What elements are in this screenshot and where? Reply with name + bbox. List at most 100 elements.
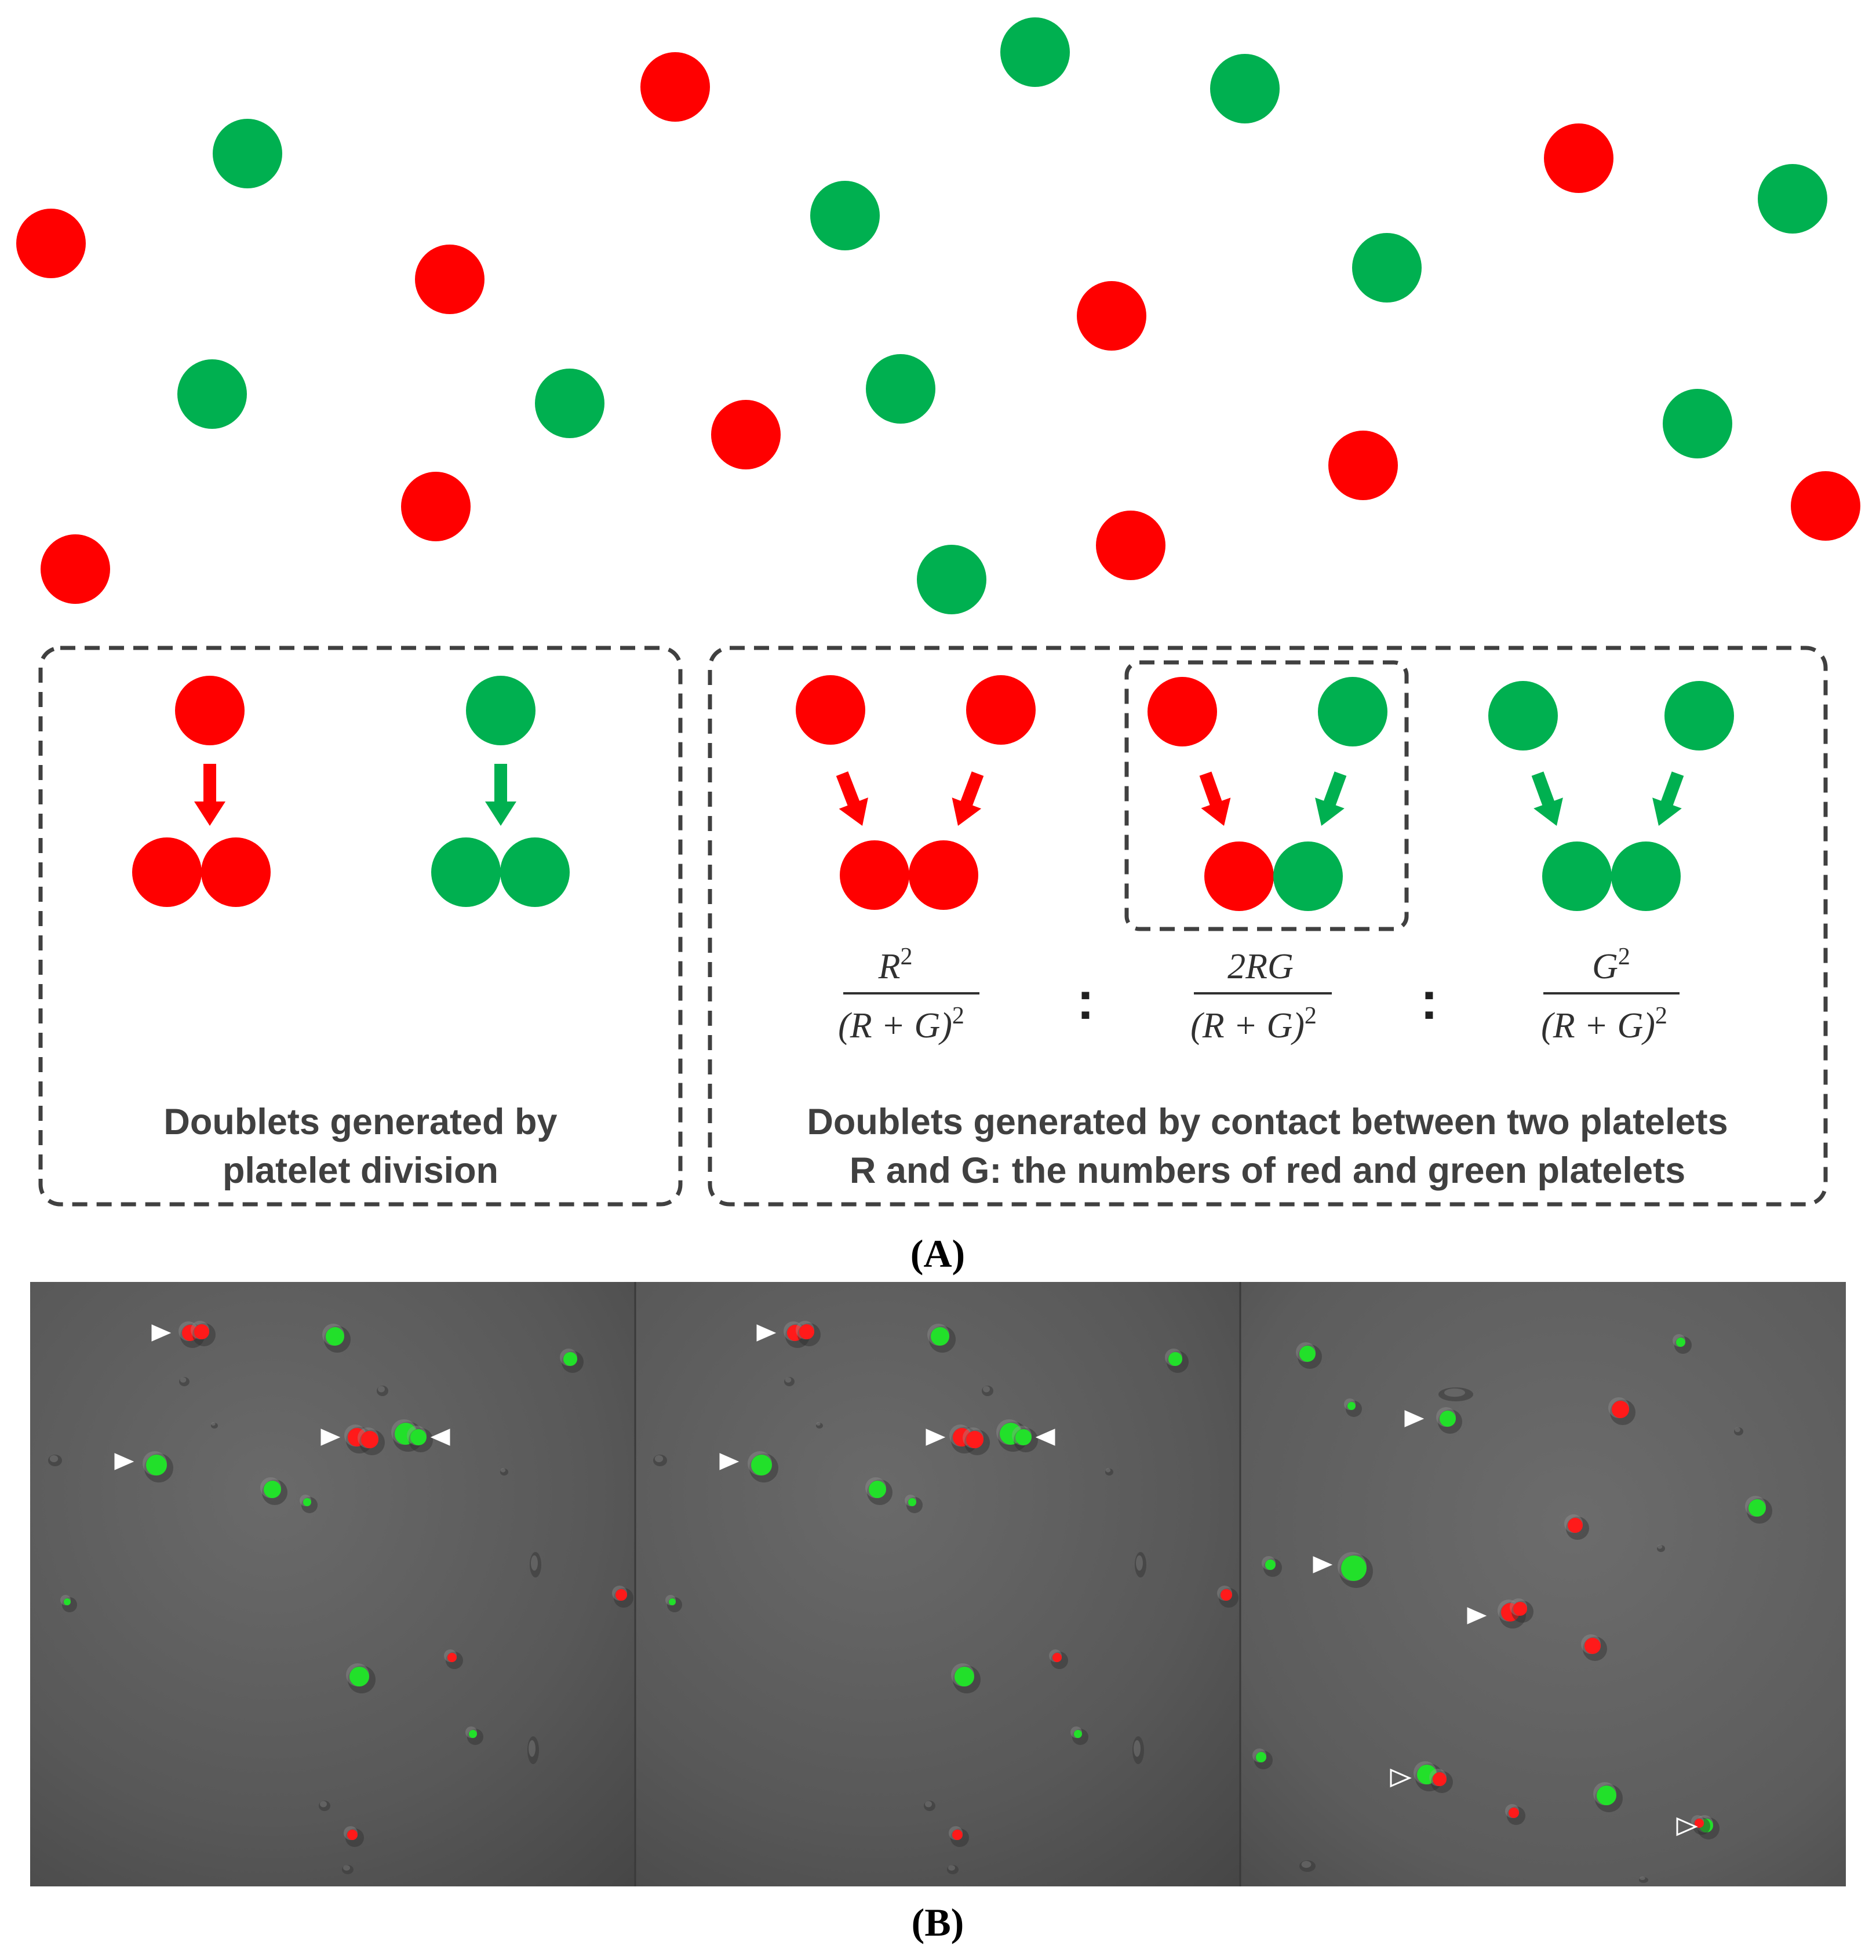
ratio-separator-2: : [1420, 971, 1438, 1030]
green-labeled-platelet [1597, 1786, 1616, 1805]
green-labeled-platelet [1168, 1352, 1182, 1366]
formula-green-green-numerator: G2 [1592, 943, 1630, 986]
debris [1105, 1469, 1113, 1476]
debris [653, 1455, 667, 1466]
green-doublet-platelet [1273, 841, 1343, 911]
debris-highlight [1640, 1877, 1645, 1880]
red-labeled-platelet [361, 1431, 378, 1448]
green-labeled-platelet [410, 1429, 427, 1445]
solid-triangle-arrowhead-icon [430, 1429, 450, 1446]
green-platelet [810, 181, 880, 250]
contact-diagram [796, 675, 1734, 911]
red-platelet [1148, 677, 1217, 746]
debris-highlight [1735, 1427, 1740, 1433]
debris [530, 1552, 541, 1578]
debris [816, 1423, 823, 1429]
solid-triangle-arrowhead-icon [1467, 1607, 1487, 1624]
solid-triangle-arrowhead-icon [1313, 1556, 1333, 1573]
formula-red-red-denominator: (R + G)2 [838, 1003, 964, 1045]
debris [1734, 1427, 1743, 1436]
red-labeled-platelet [447, 1653, 457, 1662]
debris [1132, 1736, 1144, 1764]
red-labeled-platelet [194, 1324, 209, 1339]
green-labeled-platelet [1417, 1765, 1437, 1784]
green-labeled-platelet [264, 1481, 281, 1498]
green-doublet-platelet [431, 837, 501, 907]
green-labeled-platelet [146, 1455, 167, 1476]
red-doublet-platelet [132, 837, 202, 907]
red-arrow-icon [952, 771, 984, 826]
green-labeled-platelet [1347, 1402, 1356, 1410]
red-labeled-platelet [1052, 1653, 1062, 1662]
open-triangle-arrowhead-icon [1390, 1768, 1412, 1788]
debris-highlight [1134, 1740, 1141, 1757]
solid-triangle-arrowhead-icon [719, 1453, 740, 1470]
division-caption-line1: Doublets generated by [163, 1102, 557, 1142]
solid-triangle-arrowhead-icon [114, 1453, 134, 1470]
green-labeled-platelet [1256, 1752, 1266, 1762]
panel-a: Doublets generated by platelet division … [16, 17, 1860, 1276]
green-labeled-platelet [931, 1327, 949, 1346]
red-labeled-platelet [966, 1431, 983, 1448]
green-labeled-platelet [1440, 1411, 1456, 1427]
green-platelet [466, 676, 536, 745]
debris-highlight [529, 1740, 536, 1757]
green-labeled-platelet [869, 1481, 886, 1498]
green-labeled-platelet [303, 1498, 311, 1506]
red-labeled-platelet [347, 1830, 358, 1840]
green-labeled-platelet [1299, 1346, 1316, 1362]
formula-red-red-numerator: R2 [878, 943, 913, 986]
red-labeled-platelet [1221, 1589, 1232, 1601]
debris [1639, 1877, 1648, 1883]
red-platelet [175, 676, 245, 745]
panel-b-label: (B) [912, 1900, 964, 1944]
red-platelet [640, 52, 710, 122]
debris-highlight [1136, 1555, 1143, 1571]
red-labeled-platelet [1695, 1819, 1704, 1828]
formula-red-green: 2RG (R + G)2 [1190, 947, 1332, 1045]
red-arrow-icon [194, 764, 225, 826]
debris [1438, 1387, 1473, 1401]
red-platelet [16, 209, 86, 278]
micrograph-1-cells [48, 1321, 633, 1874]
micrograph-2-background [635, 1282, 1240, 1886]
red-platelet [711, 400, 781, 469]
green-platelet [1210, 54, 1280, 123]
green-doublet-platelet [1542, 841, 1612, 911]
red-labeled-platelet [787, 1325, 803, 1341]
green-platelet [1318, 677, 1387, 746]
red-platelet [1077, 281, 1146, 351]
green-platelet [917, 545, 986, 614]
debris [500, 1469, 508, 1476]
contact-caption-line2: R and G: the numbers of red and green pl… [850, 1150, 1685, 1191]
division-box: Doublets generated by platelet division [38, 646, 683, 1207]
red-arrow-icon [1199, 771, 1231, 826]
contact-caption-line1: Doublets generated by contact between tw… [807, 1102, 1728, 1142]
debris [982, 1386, 993, 1396]
red-doublet-platelet [840, 840, 909, 910]
green-labeled-platelet [469, 1730, 477, 1738]
green-platelet [535, 369, 604, 438]
green-doublet-platelet [1611, 841, 1681, 911]
debris-highlight [531, 1555, 538, 1571]
red-doublet-platelet [909, 840, 978, 910]
contact-box-border [708, 646, 1828, 1207]
debris-highlight [211, 1422, 216, 1426]
red-labeled-platelet [1568, 1518, 1583, 1533]
open-triangle-arrowhead-icon [1676, 1817, 1698, 1837]
solid-triangle-arrowhead-icon [151, 1324, 172, 1342]
solid-triangle-arrowhead-icon [1404, 1410, 1425, 1427]
red-doublet-platelet [201, 837, 271, 907]
green-labeled-platelet [669, 1598, 676, 1605]
debris [924, 1801, 935, 1811]
debris-highlight [320, 1801, 327, 1808]
green-platelet [1000, 17, 1070, 87]
solid-triangle-arrowhead-icon [926, 1429, 946, 1446]
debris-highlight [654, 1455, 664, 1462]
debris-highlight [1657, 1544, 1663, 1549]
red-labeled-platelet [952, 1830, 963, 1840]
red-labeled-platelet [1612, 1401, 1629, 1418]
red-labeled-platelet [615, 1589, 627, 1601]
red-labeled-platelet [1433, 1772, 1447, 1786]
ratio-separator-1: : [1077, 971, 1095, 1030]
